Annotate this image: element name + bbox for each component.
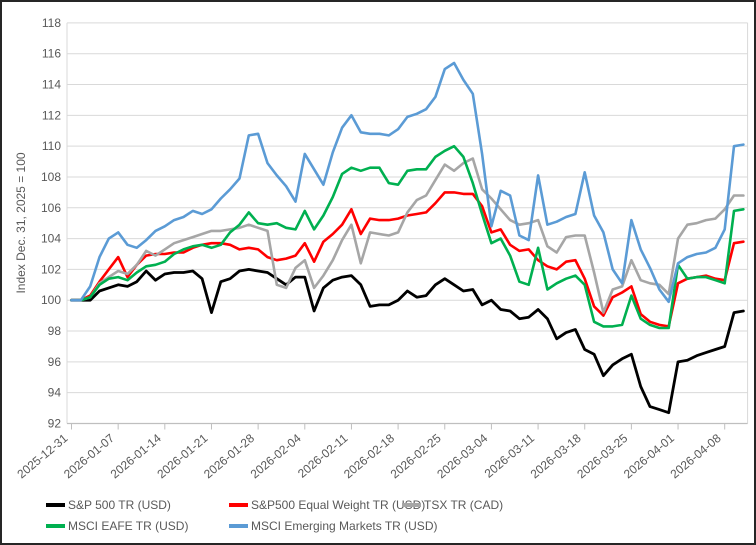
y-axis-tick-label: 92 <box>48 417 62 431</box>
legend-marker-msci-em <box>229 524 248 528</box>
x-axis-tick-label: 2026-04-01 <box>621 431 677 481</box>
x-axis-tick-label: 2026-03-18 <box>528 431 584 481</box>
legend-label-sp500: S&P 500 TR (USD) <box>68 498 171 512</box>
axis-layer: 92 94 96 98 100 102 104 106 108 110 112 114 116 118 20… <box>14 16 748 481</box>
legend-item-msci-eafe: MSCI EAFE TR (USD) <box>46 519 188 533</box>
x-axis-tick-label: 2026-03-25 <box>574 431 630 481</box>
series-line-3 <box>70 144 745 330</box>
legend-marker-msci-eafe <box>46 524 65 528</box>
y-axis-title: Index Dec. 31, 2025 = 100 <box>14 152 28 293</box>
y-axis-tick-label: 112 <box>42 108 61 122</box>
y-axis-tick-label: 114 <box>42 78 61 92</box>
series-line-2 <box>70 157 745 314</box>
legend-label-msci-eafe: MSCI EAFE TR (USD) <box>68 519 189 533</box>
x-axis-tick-label: 2026-01-28 <box>201 431 257 481</box>
x-axis-tick-label: 2026-03-04 <box>434 431 490 481</box>
y-axis-tick-label: 110 <box>42 139 61 153</box>
y-axis-tick-label: 106 <box>41 201 61 215</box>
y-axis-tick-label: 98 <box>48 324 62 338</box>
legend-item-sp500: S&P 500 TR (USD) <box>46 498 171 512</box>
y-axis-tick-label: 108 <box>41 170 61 184</box>
series-line-0 <box>70 267 745 415</box>
y-axis-tick-label: 104 <box>41 232 61 246</box>
y-axis-tick-label: 118 <box>42 16 61 30</box>
series-line-1 <box>70 191 745 328</box>
x-axis-tick-label: 2026-01-07 <box>61 431 117 481</box>
legend-marker-sp500 <box>46 503 65 507</box>
y-axis-tick-label: 96 <box>48 355 62 369</box>
series-line-4 <box>70 61 745 304</box>
y-axis-tick-label: 100 <box>41 293 61 307</box>
legend-item-tsx: TSX TR (CAD) <box>402 498 503 512</box>
x-axis-tick-label: 2026-02-04 <box>248 431 304 481</box>
x-axis-tick-label: 2026-04-08 <box>668 431 724 481</box>
legend-label-sp500-equal-weight: S&P500 Equal Weight TR (USD) <box>251 498 426 512</box>
legend-label-tsx: TSX TR (CAD) <box>424 498 504 512</box>
y-axis-tick-label: 94 <box>48 386 62 400</box>
legend-label-msci-em: MSCI Emerging Markets TR (USD) <box>251 519 438 533</box>
x-axis-tick-label: 2026-01-21 <box>154 431 210 481</box>
legend-item-msci-em: MSCI Emerging Markets TR (USD) <box>229 519 437 533</box>
legend-marker-sp500-equal-weight <box>229 503 248 507</box>
x-axis-tick-label: 2026-01-14 <box>108 431 164 481</box>
gridlines-layer <box>66 22 749 424</box>
series-layer <box>70 61 745 415</box>
x-axis-tick-label: 2026-02-18 <box>341 431 397 481</box>
x-axis-tick-label: 2025-12-31 <box>14 431 70 481</box>
y-axis-tick-label: 116 <box>42 47 61 61</box>
y-axis-tick-label: 102 <box>41 262 61 276</box>
legend-marker-tsx <box>402 503 421 507</box>
legend-item-sp500-equal-weight: S&P500 Equal Weight TR (USD) <box>229 498 425 512</box>
x-axis-tick-label: 2026-02-25 <box>388 431 444 481</box>
